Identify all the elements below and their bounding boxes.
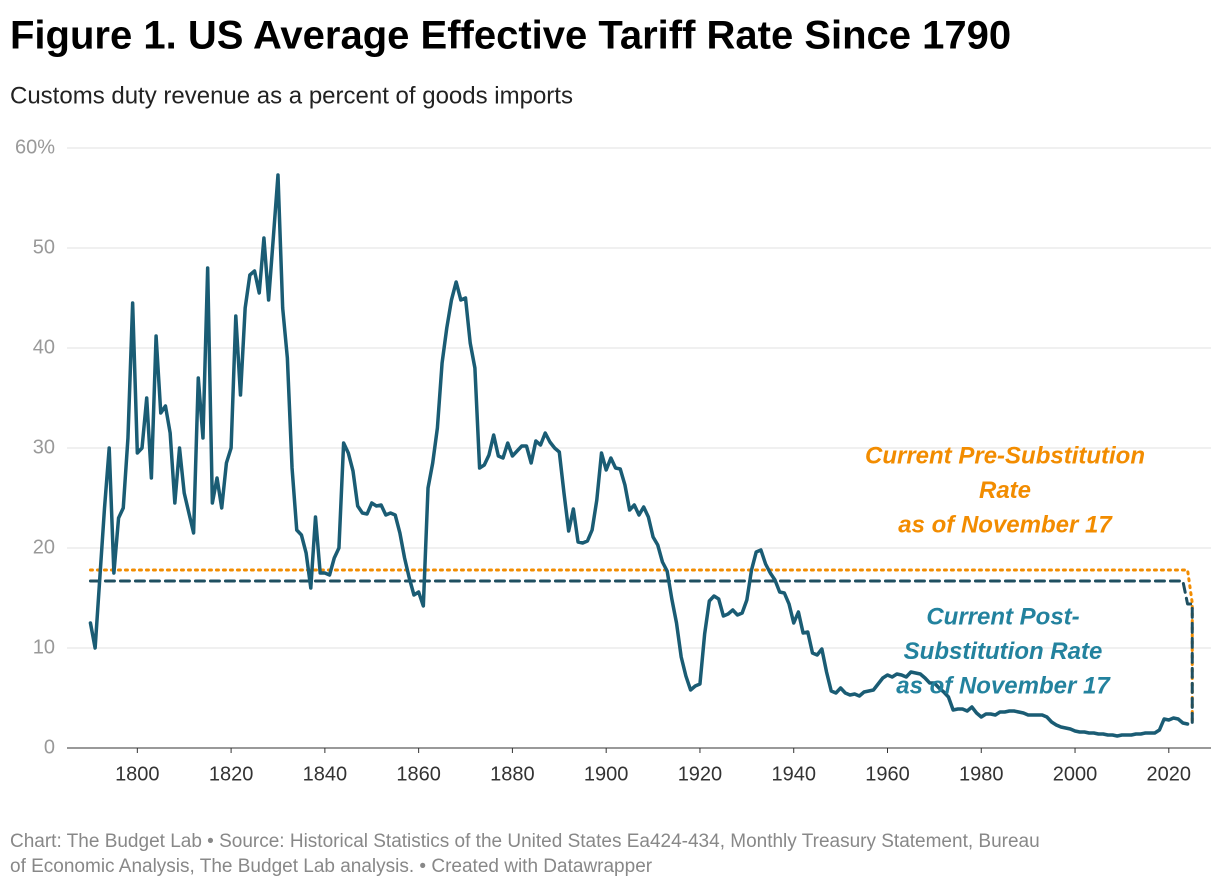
y-tick-label: 40 [33, 336, 55, 358]
x-tick-label: 1880 [490, 763, 535, 785]
y-tick-label: 30 [33, 436, 55, 458]
footer: of Economic Analysis, The Budget Lab ana… [10, 856, 653, 877]
x-tick-label: 1920 [678, 763, 723, 785]
series-line [88, 173, 1190, 738]
x-tick-label: 2020 [1147, 763, 1192, 785]
y-tick-label: 50 [33, 236, 55, 258]
x-tick-label: 1900 [584, 763, 629, 785]
x-tick-label: 1820 [209, 763, 254, 785]
annotation: Current Post- [926, 603, 1079, 630]
y-tick-label: 60% [15, 136, 55, 158]
x-tick-label: 1800 [115, 763, 160, 785]
annotation: Substitution Rate [904, 638, 1103, 665]
series-line [88, 579, 1194, 726]
x-tick-label: 1980 [959, 763, 1004, 785]
x-tick-label: 1960 [865, 763, 910, 785]
annotation: Current Pre-Substitution [865, 442, 1145, 469]
x-tick-label: 1940 [771, 763, 816, 785]
x-tick-label: 2000 [1053, 763, 1098, 785]
annotation: as of November 17 [898, 511, 1113, 538]
chart-subtitle: Customs duty revenue as a percent of goo… [10, 82, 573, 109]
y-tick-label: 0 [44, 736, 55, 758]
chart-title: Figure 1. US Average Effective Tariff Ra… [10, 14, 1011, 58]
footer: Chart: The Budget Lab • Source: Historic… [10, 831, 1040, 852]
x-tick-label: 1840 [303, 763, 348, 785]
x-tick-label: 1860 [396, 763, 441, 785]
annotation: Rate [979, 477, 1031, 504]
annotation: as of November 17 [896, 672, 1111, 699]
y-tick-label: 20 [33, 536, 55, 558]
y-tick-label: 10 [33, 636, 55, 658]
